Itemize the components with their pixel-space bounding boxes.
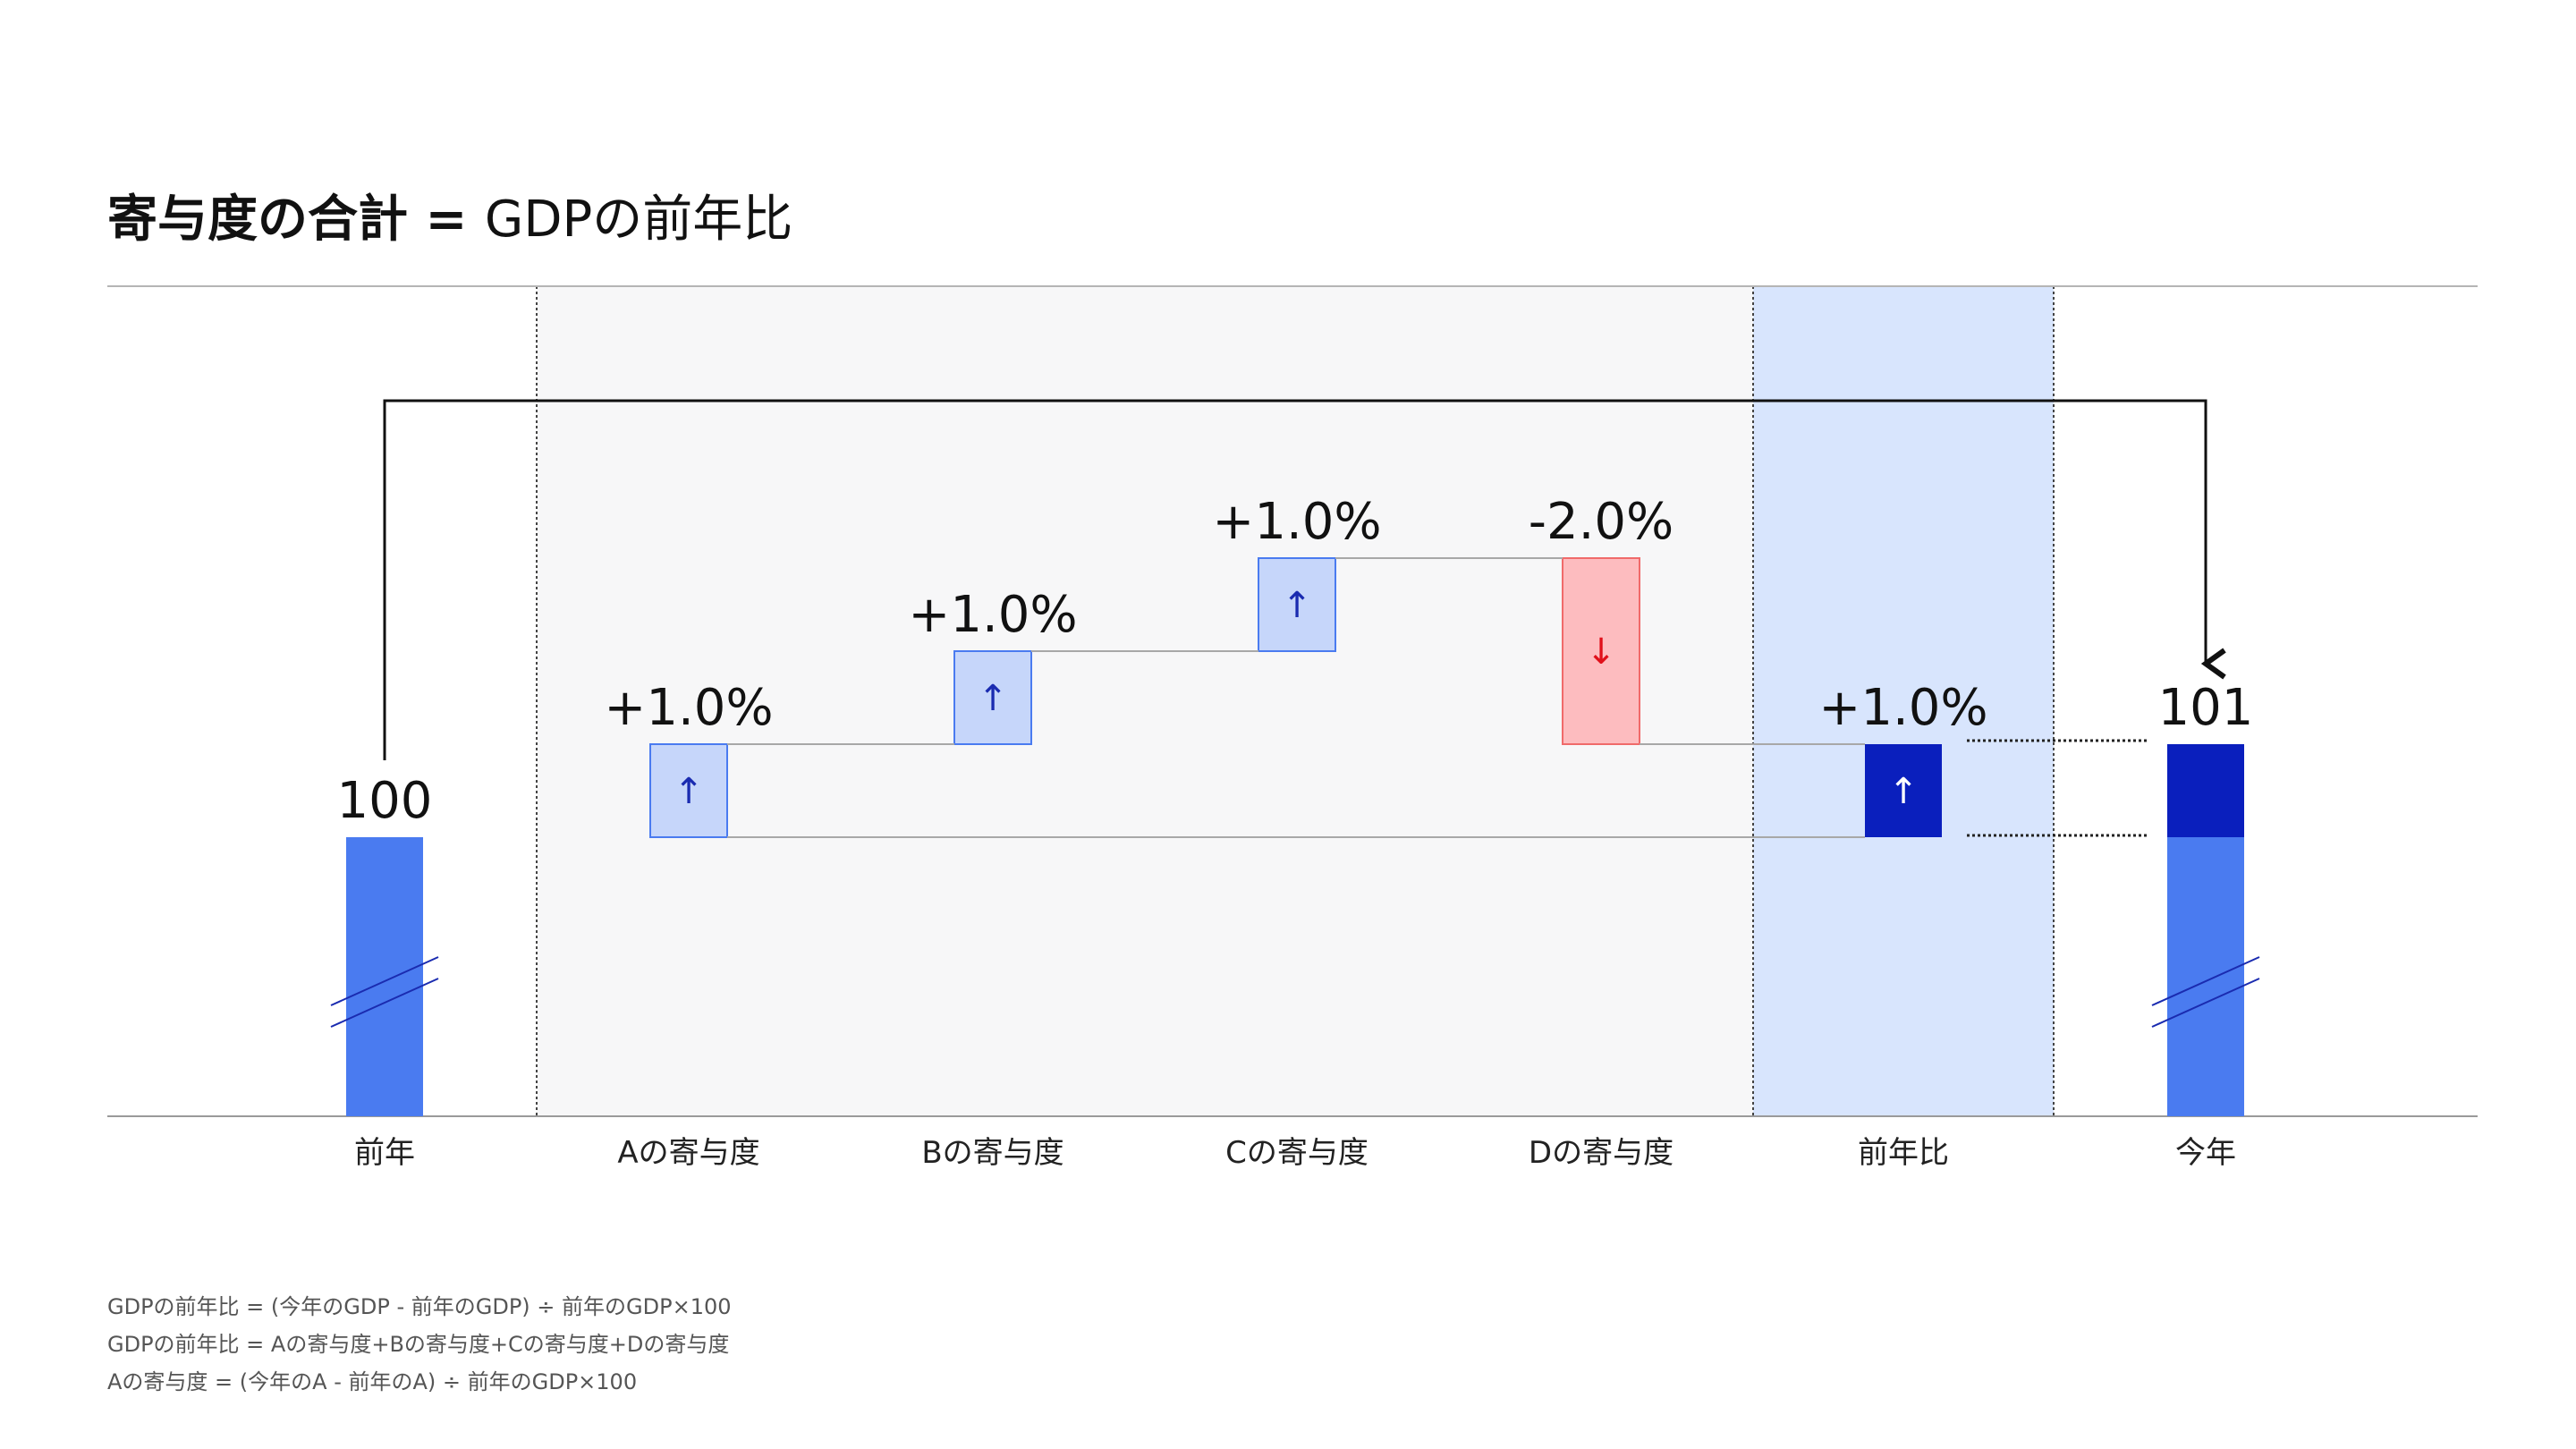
yoy-region (1753, 286, 2054, 1116)
final-bar-base (2167, 837, 2244, 1116)
contribution-bar-4 (1562, 557, 1640, 745)
final-bar-increase (2167, 744, 2244, 837)
yoy-label: +1.0% (1818, 679, 1987, 737)
contribution-bar-3 (1258, 557, 1336, 652)
contribution-region (537, 286, 1753, 1116)
contribution-bar-1 (649, 743, 728, 838)
axis-break-base-2 (330, 978, 439, 1028)
chart-title-bold: 寄与度の合計 = (107, 191, 485, 249)
axis-break-final-2 (2151, 978, 2260, 1028)
yoy-bar (1865, 744, 1942, 837)
category-label-5: Dの寄与度 (1529, 1135, 1674, 1171)
category-label-1: 前年 (354, 1135, 415, 1171)
contribution-arrow-1: ↑ (674, 771, 704, 812)
final-value-label: 101 (2158, 679, 2254, 737)
axis-break-base-1 (330, 956, 439, 1006)
contribution-arrow-4: ↓ (1586, 631, 1616, 673)
base-bar (346, 837, 423, 1116)
formula-note-3: Aの寄与度 = (今年のA - 前年のA) ÷ 前年のGDP×100 (107, 1369, 638, 1394)
contribution-arrow-3: ↑ (1282, 585, 1312, 626)
chart-title: 寄与度の合計 = GDPの前年比 (107, 179, 792, 251)
axis-break-final-1 (2151, 956, 2260, 1006)
category-label-3: Bの寄与度 (921, 1135, 1063, 1171)
contribution-label-4: -2.0% (1529, 493, 1674, 551)
contribution-label-2: +1.0% (908, 586, 1077, 644)
contribution-label-3: +1.0% (1212, 493, 1381, 551)
category-label-4: Cの寄与度 (1225, 1135, 1368, 1171)
contribution-label-1: +1.0% (604, 679, 773, 737)
chart-title-rest: GDPの前年比 (484, 191, 793, 249)
yoy-arrow: ↑ (1888, 771, 1919, 812)
base-value-label: 100 (337, 772, 433, 830)
category-label-6: 前年比 (1858, 1135, 1949, 1171)
formula-notes: GDPの前年比 = (今年のGDP - 前年のGDP) ÷ 前年のGDP×100… (107, 1288, 732, 1401)
contribution-bar-2 (953, 650, 1032, 745)
total-connector-arrow (383, 399, 2226, 760)
category-label-2: Aの寄与度 (617, 1135, 759, 1171)
category-label-7: 今年 (2175, 1135, 2236, 1171)
contribution-arrow-2: ↑ (978, 678, 1008, 719)
formula-note-2: GDPの前年比 = Aの寄与度+Bの寄与度+Cの寄与度+Dの寄与度 (107, 1332, 730, 1357)
formula-note-1: GDPの前年比 = (今年のGDP - 前年のGDP) ÷ 前年のGDP×100 (107, 1294, 732, 1319)
